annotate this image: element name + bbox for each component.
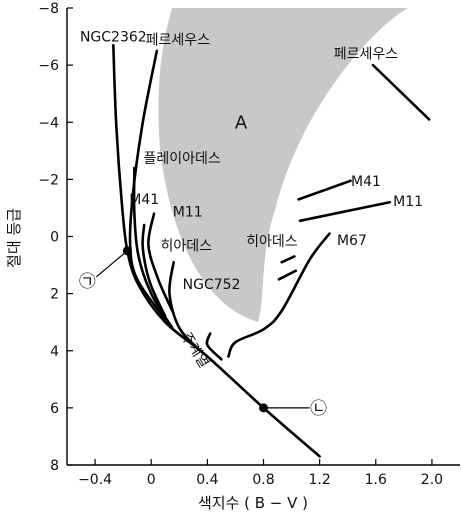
marker-dot <box>122 246 132 256</box>
label-m11: M11 <box>173 204 203 220</box>
label-ngc2362: NGC2362 <box>80 30 147 46</box>
y-tick-label: −2 <box>38 172 59 188</box>
label-item: 플레이아데스 <box>143 151 220 167</box>
marker-leader <box>95 250 128 278</box>
curve-item <box>132 166 174 330</box>
x-tick-label: 0 <box>147 472 156 488</box>
curve-item <box>128 49 167 321</box>
curve-m41 <box>141 223 167 318</box>
label-m41: M41 <box>351 174 381 190</box>
main-sequence-label: 주계열 <box>178 330 212 371</box>
y-tick-label: 0 <box>50 230 59 246</box>
curve-m11 <box>298 200 392 223</box>
curve-m11 <box>147 212 174 313</box>
x-tick-label: 0.4 <box>196 472 218 488</box>
label-ngc752: NGC752 <box>183 277 241 293</box>
markers: ㉠㉡ <box>79 246 327 419</box>
curve-ngc2362 <box>112 43 321 458</box>
y-tick-label: 2 <box>50 287 59 303</box>
y-tick-label: −8 <box>38 1 59 17</box>
label-m67: M67 <box>337 233 367 249</box>
x-tick-label: 0.8 <box>252 472 274 488</box>
curve-item <box>371 63 431 121</box>
cluster-curves <box>112 43 431 458</box>
curve-m67 <box>227 232 331 358</box>
region-a-label: A <box>235 112 248 133</box>
x-tick-label: −0.4 <box>78 472 112 488</box>
x-tick-label: 1.6 <box>365 472 387 488</box>
curve-m41 <box>297 179 352 201</box>
x-axis-title: 색지수 ( B − V ) <box>198 494 308 512</box>
label-item: 페르세우스 <box>334 47 399 63</box>
label-item: 히아데스 <box>246 234 298 250</box>
y-tick-label: 8 <box>50 458 59 474</box>
curve-ngc752 <box>205 332 223 361</box>
y-tick-label: 4 <box>50 344 59 360</box>
y-tick-label: −6 <box>38 58 59 74</box>
marker-dot <box>259 403 268 413</box>
label-item: 히아데스 <box>161 239 213 255</box>
curve-item <box>280 255 296 264</box>
x-tick-label: 2.0 <box>421 472 443 488</box>
label-item: 페르세우스 <box>146 32 211 48</box>
marker-label: ㉠ <box>79 272 96 292</box>
curve-ngc752 <box>277 269 298 281</box>
axis-ticks: −0.4 0 0.4 0.8 1.2 1.6 2.0 −8 −6 −4 −2 0 2 4 6 8 <box>38 1 443 488</box>
y-axis-title: 절대 등급 <box>5 208 23 268</box>
curve-item <box>168 260 202 353</box>
label-m11: M11 <box>393 194 423 210</box>
x-tick-label: 1.2 <box>309 472 331 488</box>
region-a <box>158 8 408 322</box>
label-m41: M41 <box>129 192 159 208</box>
y-tick-label: 6 <box>50 401 59 417</box>
marker-label: ㉡ <box>310 399 327 419</box>
y-tick-label: −4 <box>38 115 59 131</box>
